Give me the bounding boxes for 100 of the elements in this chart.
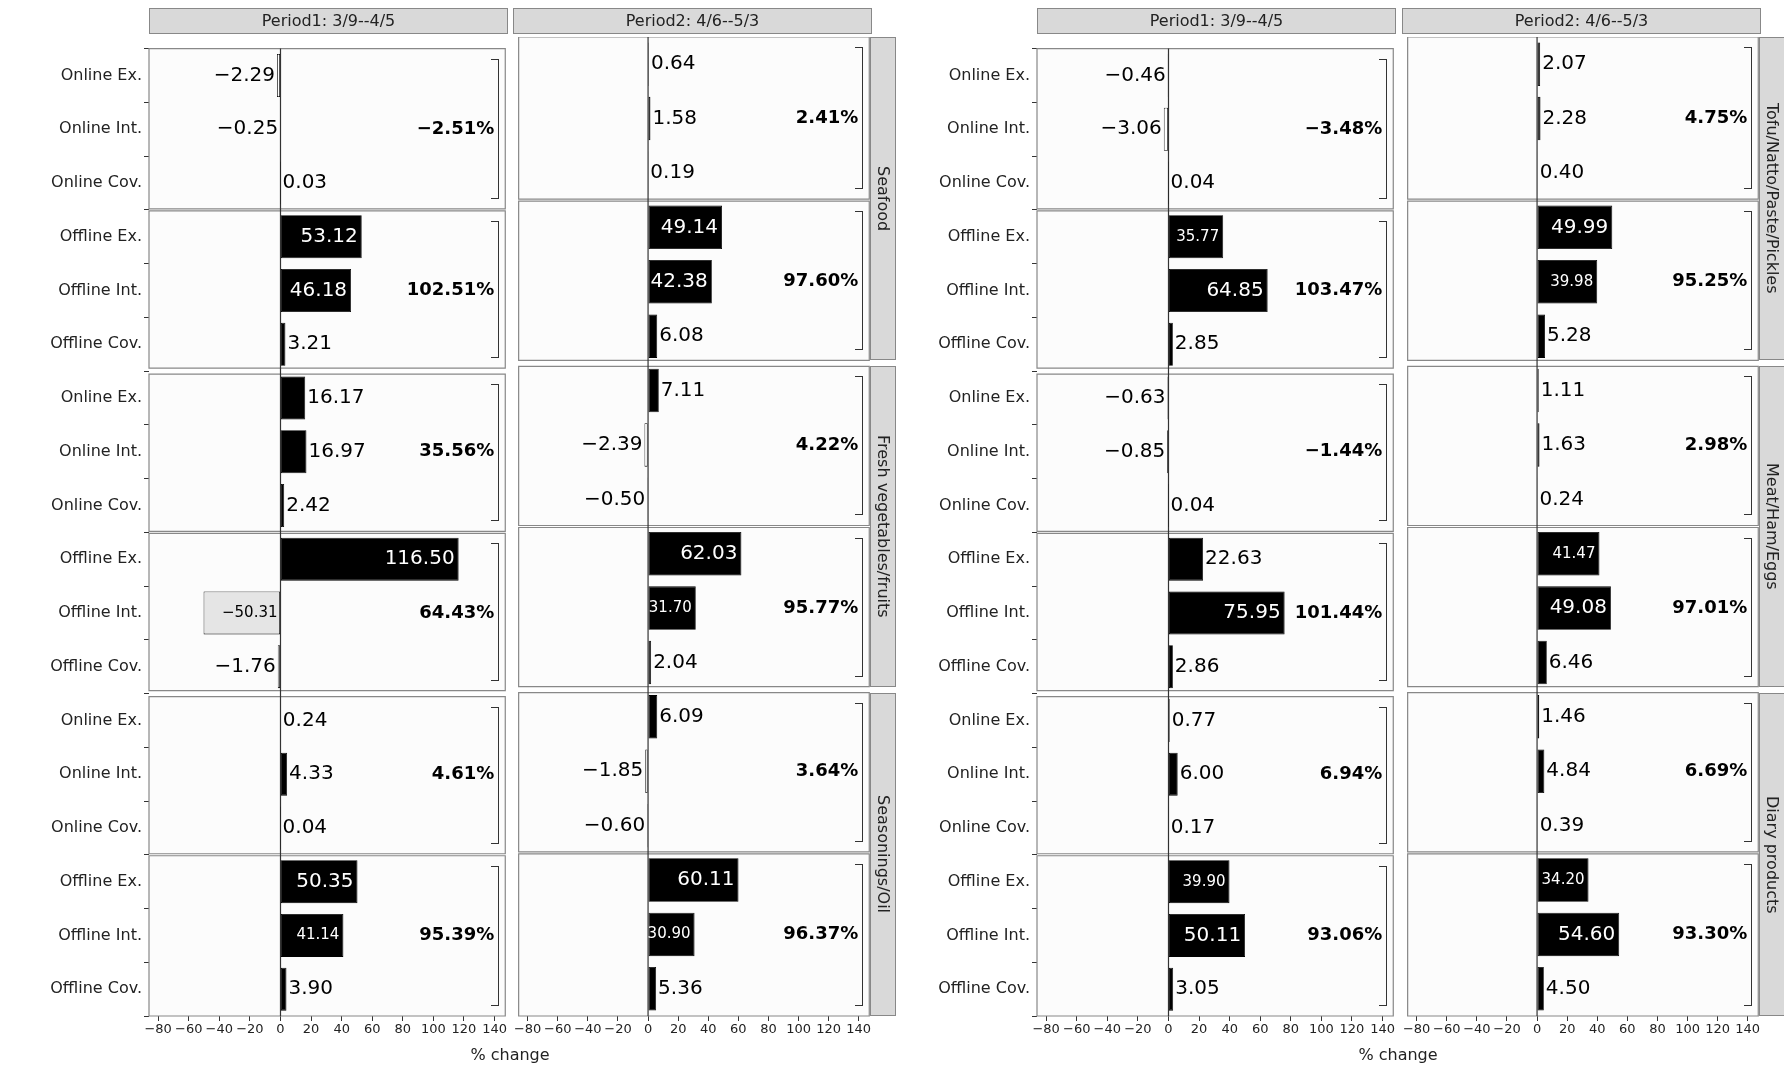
x-tick-label: 60 [1619, 1021, 1636, 1037]
annotation: −1.44% [1304, 439, 1383, 461]
annotation: 3.64% [795, 758, 859, 780]
data-label: 6.08 [659, 322, 704, 347]
y-tick-label: Offline Cov. [50, 333, 142, 353]
y-tick-label: Online Cov. [939, 172, 1030, 192]
x-tick-label: 100 [420, 1021, 446, 1037]
data-label: −2.29 [213, 61, 275, 86]
annotation: 97.01% [1672, 595, 1748, 617]
data-label: 2.28 [1542, 104, 1588, 129]
annotation: 64.43% [419, 600, 495, 622]
chart-title: Period2: 4/6--5/3 [1402, 8, 1761, 34]
data-label: 62.03 [680, 539, 738, 564]
data-label: 41.14 [296, 925, 340, 944]
annotation: 95.39% [419, 923, 495, 945]
data-label: 50.35 [296, 867, 354, 892]
data-label: −0.46 [1104, 61, 1166, 86]
data-label: 42.38 [650, 267, 708, 292]
data-label: 4.50 [1545, 975, 1591, 1000]
data-label: −0.60 [583, 811, 646, 836]
x-tick-label: −40 [1463, 1021, 1491, 1037]
x-axis-title: % change [1357, 1045, 1439, 1064]
data-label: 0.17 [1170, 814, 1216, 839]
data-label: 0.04 [1170, 491, 1216, 516]
data-label: 46.18 [289, 276, 348, 301]
x-tick-label: 140 [1370, 1021, 1395, 1037]
data-label: 50.11 [1183, 921, 1242, 946]
y-tick-label: Offline Int. [946, 279, 1030, 299]
y-tick-label: Online Ex. [948, 709, 1030, 729]
y-tick-label: Online Cov. [939, 494, 1030, 514]
x-tick-label: 20 [302, 1021, 320, 1037]
y-tick-label: Offline Int. [946, 924, 1030, 944]
y-tick-label: Online Cov. [51, 172, 142, 192]
data-label: 53.12 [300, 222, 358, 247]
data-label: 49.08 [1549, 594, 1607, 619]
x-tick-label: 100 [786, 1021, 811, 1037]
chart-title: Period1: 3/9--4/5 [149, 8, 508, 34]
y-tick-label: Offline Ex. [947, 225, 1030, 245]
chart-title: Period1: 3/9--4/5 [1037, 8, 1396, 34]
y-tick-label: Online Cov. [939, 817, 1030, 837]
data-label: 49.99 [1551, 213, 1609, 238]
y-tick-label: Offline Int. [946, 602, 1030, 622]
y-tick-label: Offline Cov. [938, 655, 1030, 675]
y-tick-label: Offline Ex. [59, 225, 142, 245]
data-label: −1.85 [581, 757, 644, 782]
data-label: 22.63 [1205, 545, 1263, 570]
x-tick-label: 80 [760, 1021, 777, 1037]
data-label: −2.39 [581, 431, 643, 456]
x-tick-label: −80 [1402, 1021, 1431, 1037]
y-tick-label: Offline Cov. [938, 333, 1030, 353]
data-label: 64.85 [1206, 276, 1264, 301]
x-tick-label: 0 [643, 1021, 653, 1037]
y-tick-label: Online Ex. [60, 709, 142, 729]
annotation: 4.75% [1684, 106, 1748, 128]
annotation: 95.25% [1672, 269, 1748, 291]
data-label: 3.21 [287, 330, 332, 355]
annotation: 2.98% [1684, 432, 1748, 454]
data-label: 49.14 [660, 213, 719, 238]
y-tick-label: Offline Cov. [50, 978, 142, 998]
data-label: 2.85 [1174, 330, 1220, 355]
x-tick-label: 140 [846, 1021, 872, 1037]
data-label: −1.76 [214, 652, 276, 677]
y-tick-label: Online Cov. [51, 494, 142, 514]
data-label: 4.84 [1546, 757, 1591, 782]
text: Seafood [870, 37, 897, 361]
data-label: 1.58 [652, 104, 697, 129]
data-label: 39.98 [1550, 271, 1594, 290]
y-tick-label: Online Ex. [948, 64, 1030, 84]
y-tick-label: Online Int. [947, 440, 1030, 460]
x-tick-label: 120 [451, 1021, 477, 1037]
data-label: −0.50 [584, 485, 646, 510]
x-tick-label: 120 [816, 1021, 842, 1037]
x-tick-label: 20 [669, 1021, 687, 1037]
x-tick-label: −80 [1032, 1021, 1060, 1037]
annotation: 102.51% [406, 278, 495, 300]
annotation: −3.48% [1304, 116, 1383, 138]
y-tick-label: Offline Cov. [938, 978, 1030, 998]
data-label: 41.47 [1552, 543, 1596, 562]
x-tick-label: 120 [1705, 1021, 1731, 1037]
data-label: 16.97 [308, 437, 366, 462]
data-label: 0.19 [650, 159, 695, 184]
data-label: 31.70 [648, 597, 692, 616]
data-label: 54.60 [1557, 920, 1616, 945]
x-tick-label: 40 [333, 1021, 350, 1037]
x-tick-label: 20 [1558, 1021, 1576, 1037]
x-tick-label: 80 [1649, 1021, 1666, 1037]
annotation: 2.41% [795, 106, 859, 128]
x-tick-label: 0 [1164, 1021, 1173, 1037]
annotation: 6.94% [1319, 761, 1383, 783]
y-tick-label: Offline Int. [58, 602, 142, 622]
data-label: 6.09 [659, 703, 704, 728]
y-tick-label: Online Ex. [948, 387, 1030, 407]
x-tick-label: −20 [1124, 1021, 1152, 1037]
annotation: 95.77% [783, 595, 859, 617]
data-label: 1.63 [1541, 431, 1587, 456]
x-tick-label: 60 [1251, 1021, 1269, 1037]
annotation: 93.30% [1672, 922, 1748, 944]
data-label: 3.05 [1175, 975, 1220, 1000]
data-label: 2.07 [1542, 50, 1587, 75]
data-label: 30.90 [647, 924, 691, 943]
